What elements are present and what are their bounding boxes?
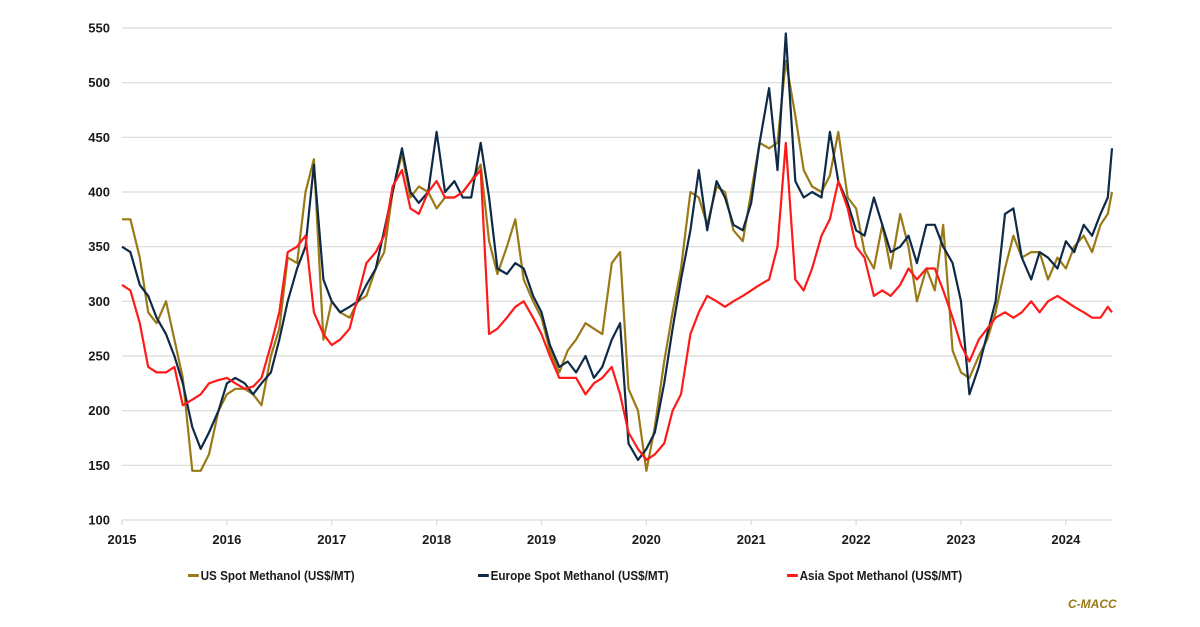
y-tick-label: 100 (88, 513, 110, 528)
y-tick-label: 400 (88, 185, 110, 200)
y-tick-label: 300 (88, 294, 110, 309)
x-tick-label: 2018 (422, 532, 451, 547)
y-axis: 100 150 200 250 300 350 400 450 500 550 (88, 21, 110, 528)
x-tick-label: 2021 (737, 532, 766, 547)
series-line-asia (121, 141, 1113, 461)
legend-item-europe: Europe Spot Methanol (US$/MT) (478, 568, 669, 583)
series-line-us (122, 59, 1114, 472)
x-tick-label: 2017 (317, 532, 346, 547)
legend-label-asia: Asia Spot Methanol (US$/MT) (799, 568, 963, 583)
legend-item-us: US Spot Methanol (US$/MT) (188, 568, 355, 583)
x-tick-label: 2019 (527, 532, 556, 547)
series-line-europe (121, 32, 1114, 461)
y-tick-label: 550 (88, 21, 110, 36)
x-axis: 2015 2016 2017 2018 2019 2020 2021 2022 2023 2024 (108, 520, 1081, 547)
x-tick-label: 2024 (1051, 532, 1081, 547)
y-tick-label: 450 (88, 130, 110, 145)
x-tick-label: 2020 (632, 532, 661, 547)
y-tick-label: 200 (88, 403, 110, 418)
legend: US Spot Methanol (US$/MT) Europe Spot Me… (0, 568, 1200, 588)
x-tick-label: 2023 (947, 532, 976, 547)
legend-swatch-europe (478, 574, 489, 577)
legend-item-asia: Asia Spot Methanol (US$/MT) (787, 568, 962, 583)
x-tick-label: 2015 (108, 532, 137, 547)
y-tick-label: 350 (88, 239, 110, 254)
legend-label-us: US Spot Methanol (US$/MT) (200, 568, 355, 583)
legend-label-europe: Europe Spot Methanol (US$/MT) (490, 568, 669, 583)
x-tick-label: 2016 (212, 532, 241, 547)
gridlines (122, 27, 1112, 521)
y-tick-label: 250 (88, 349, 110, 364)
source-label: C-MACC (1068, 597, 1117, 611)
y-tick-label: 500 (88, 75, 110, 90)
legend-swatch-asia (787, 574, 798, 577)
legend-swatch-us (188, 574, 199, 577)
y-tick-label: 150 (88, 458, 110, 473)
series-lines (121, 32, 1114, 472)
x-tick-label: 2022 (842, 532, 871, 547)
